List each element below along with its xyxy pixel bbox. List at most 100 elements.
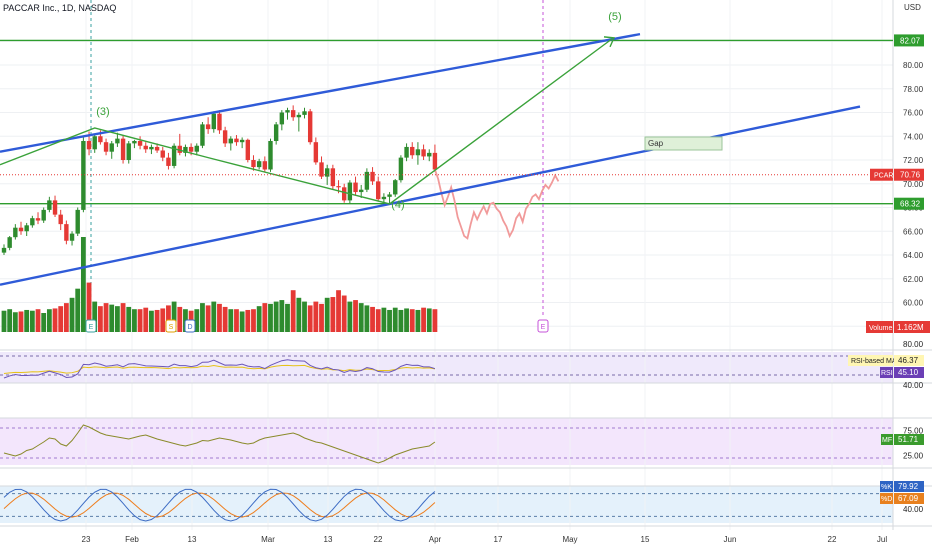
x-tick-label: Jul [877,535,887,544]
candle-body [52,200,58,215]
volume-bar [347,301,353,332]
volume-bar [126,306,132,332]
y-tick-label: 70.00 [903,180,924,189]
candle-body [228,138,233,144]
candle-body [98,136,103,143]
volume-bar [432,309,438,332]
forecast-path [434,169,560,240]
volume-bar [285,303,290,332]
volume-bar [426,308,432,332]
rsi-value-badge [894,367,924,378]
candle-body [222,130,228,144]
volume-value-badge [894,321,930,333]
volume-bar [279,300,285,332]
candle-body [137,141,143,146]
stoch-k-line [3,488,436,522]
volume-bar [7,309,13,332]
event-marker [85,319,97,333]
level-badge-text: 68.32 [900,200,921,209]
candle-body [171,145,177,166]
volume-bar [103,303,109,332]
volume-bar [24,309,30,332]
volume-bar [63,303,69,332]
volume-bar [132,309,137,332]
y-tick-label: 76.00 [903,109,924,118]
wave-arrow [603,36,616,48]
candle-body [234,138,239,143]
volume-bar [364,305,370,332]
candle-body [7,237,12,248]
volume-bar [86,282,92,332]
volume-bar [302,301,307,332]
rsi-axis-label: 40.00 [903,381,924,390]
candle-body [319,162,324,177]
mf-axis-label: 75.00 [903,427,924,436]
level-badge-text: 82.07 [900,36,921,45]
candle-body [13,227,18,238]
volume-bar [97,306,103,332]
d-name-badge [880,493,893,504]
stoch-d-line [3,492,436,518]
volume-bar [381,307,387,332]
candle-body [279,112,285,125]
volume-bar [143,307,149,332]
stoch-panel-bg [0,486,893,523]
volume-bar [194,309,200,332]
x-tick-label: May [562,535,577,544]
k-name-text: %K [881,484,892,491]
wedge-lower-line [0,105,861,286]
currency-label: USD [904,3,921,12]
candle-body [296,114,302,118]
volume-bar [46,309,52,332]
candle-body [410,146,415,156]
event-marker-label: E [541,324,546,331]
mf-name-text: MF [882,437,892,444]
level-badge [894,34,924,47]
candle-body [415,149,421,156]
candle-body [120,138,126,160]
candle-body [205,124,211,130]
volume-bar [35,309,41,332]
candle-body [154,146,160,151]
volume-bar [256,306,262,332]
volume-bar [200,303,205,332]
mf-axis-label: 25.00 [903,452,924,461]
candle-body [58,214,63,225]
volume-bar [353,300,358,332]
candle-body [115,138,120,144]
mf-value-text: 51.71 [898,435,919,444]
candle-body [251,160,256,168]
volume-name-badge [866,321,893,333]
candle-body [313,142,319,163]
volume-bar [290,290,296,332]
volume-bar [41,313,47,332]
candle-body [421,149,426,157]
candle-body [398,157,404,181]
volume-bar [120,303,126,332]
volume-bar [58,306,64,332]
candle-body [245,139,251,160]
candle-body [183,146,188,153]
volume-bar [69,297,75,332]
volume-bar [137,309,143,332]
x-tick-label: 13 [324,535,333,544]
candle-body [41,209,46,221]
volume-value-text: 1.162M [897,323,924,332]
candle-body [285,110,290,113]
y-tick-label: 78.00 [903,85,924,94]
k-value-badge [894,481,924,492]
y-tick-label: 66.00 [903,227,924,236]
volume-bar [92,301,98,332]
volume-bar [341,295,347,332]
x-tick-label: Jun [724,535,737,544]
volume-bar [222,306,228,332]
volume-bar [12,312,18,332]
x-tick-label: 22 [374,535,383,544]
candle-body [336,186,341,188]
volume-bar [18,311,24,332]
volume-bar [387,309,392,332]
rsi-line [3,359,436,379]
candle-body [302,111,307,115]
